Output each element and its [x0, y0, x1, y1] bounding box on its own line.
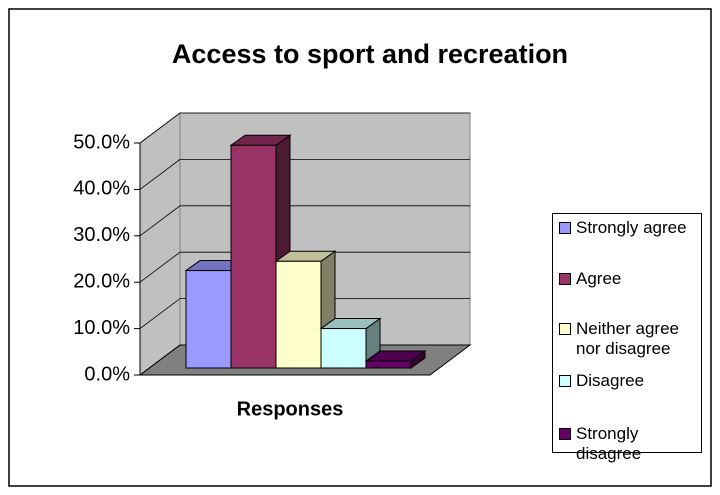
y-tick-label: 0.0% [84, 363, 130, 385]
y-tick-label: 40.0% [73, 178, 130, 200]
legend-item: Agree [559, 269, 699, 289]
y-tick-label: 20.0% [73, 270, 130, 292]
grid-line [139, 158, 470, 190]
legend-label: Neither agree nor disagree [576, 319, 680, 358]
legend-label: Strongly disagree [576, 424, 642, 463]
bar-front [275, 260, 322, 369]
legend-item: Disagree [559, 371, 699, 391]
legend: Strongly agree Agree Neither agree nor dis… [552, 213, 702, 463]
grid-line [139, 298, 470, 329]
bar-front [230, 144, 277, 369]
side-wall [139, 112, 181, 376]
bar [319, 317, 382, 369]
grid-line [139, 251, 470, 283]
grid-line [139, 205, 470, 237]
legend-label: Disagree [576, 371, 645, 390]
legend-swatch [559, 428, 571, 440]
bar [364, 350, 427, 369]
legend-swatch [559, 273, 571, 285]
legend-item: Strongly agree [559, 218, 699, 238]
bar-front [365, 360, 412, 369]
x-tick-label: Responses [237, 398, 344, 420]
y-tick-label: 50.0% [73, 131, 130, 153]
legend-swatch [559, 375, 571, 387]
legend-label: Strongly agree [576, 218, 687, 237]
grid-line [139, 112, 470, 144]
y-tick-label: 30.0% [73, 224, 130, 246]
y-tick-label: 10.0% [73, 317, 130, 339]
legend-item: Strongly disagree [559, 424, 699, 464]
legend-swatch [559, 222, 571, 234]
bar-front [185, 270, 232, 369]
legend-swatch [559, 323, 571, 335]
bar-front [320, 328, 367, 369]
chart-title: Access to sport and recreation [172, 39, 568, 69]
legend-item: Neither agree nor disagree [559, 319, 699, 359]
legend-label: Agree [576, 269, 622, 288]
